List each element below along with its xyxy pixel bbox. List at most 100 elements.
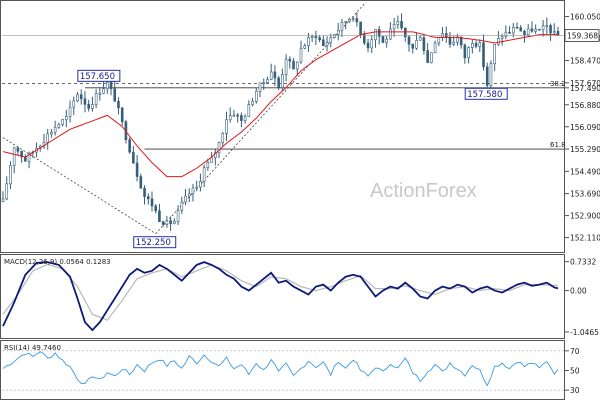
candle-body xyxy=(519,27,523,32)
candle-body xyxy=(549,25,552,34)
price-axis-label: 154.490 xyxy=(570,167,600,176)
price-axis-label: 156.880 xyxy=(570,101,600,110)
candle-body xyxy=(418,37,422,41)
candle-body xyxy=(143,187,146,197)
candle-body xyxy=(187,193,191,197)
candle-body xyxy=(16,147,20,152)
candle-body xyxy=(146,196,150,200)
candle-body xyxy=(217,142,221,154)
candle-body xyxy=(61,119,64,125)
candle-body xyxy=(273,71,277,79)
macd-header: MACD(12,26,9) 0.0564 0.1283 xyxy=(4,258,111,266)
candle-body xyxy=(251,101,254,105)
macd-panel xyxy=(0,254,565,339)
price-axis-label: 157.490 xyxy=(570,84,600,93)
candle-body xyxy=(526,28,530,36)
current-price-tag xyxy=(564,29,600,42)
candle-body xyxy=(459,36,463,46)
candle-body xyxy=(1,198,5,202)
candle-body xyxy=(377,29,381,37)
candle-body xyxy=(221,133,225,143)
candle-body xyxy=(415,40,418,49)
candle-body xyxy=(9,165,12,185)
macd-layer: 0.7332 0.00 -1.0465 xyxy=(2,258,599,337)
candle-body xyxy=(94,93,98,105)
candle-body xyxy=(266,79,269,83)
candle-body xyxy=(523,30,526,36)
candle-body xyxy=(322,39,325,47)
level-box-label: 157.580 xyxy=(467,90,502,100)
current-price-label: 159.368 xyxy=(567,32,598,41)
candle-body xyxy=(113,88,117,102)
candle-body xyxy=(262,82,266,84)
candle-body xyxy=(381,36,385,43)
price-layer: 160.050159.270158.470157.670157.490156.8… xyxy=(1,3,600,249)
price-axis-label: 158.470 xyxy=(570,57,600,66)
rsi-axis-label: 30 xyxy=(570,386,580,395)
candle-body xyxy=(295,61,299,70)
level-box xyxy=(77,69,121,82)
level-box xyxy=(464,87,508,100)
candle-body xyxy=(329,37,333,43)
candle-body xyxy=(307,37,310,47)
price-axis-label: 152.110 xyxy=(570,234,600,243)
candle-body xyxy=(411,43,415,49)
candle-body xyxy=(281,74,284,88)
watermark: ActionForex xyxy=(370,180,477,202)
candle-body xyxy=(102,88,105,94)
candle-body xyxy=(366,42,370,49)
fib-label: 38.2 xyxy=(550,80,566,88)
candle-body xyxy=(288,58,292,62)
level-box-label: 152.250 xyxy=(136,238,171,248)
rsi-header: RSI(14) 49.7460 xyxy=(4,344,61,352)
candle-body xyxy=(493,43,496,64)
candle-body xyxy=(79,94,83,100)
level-box xyxy=(133,236,177,249)
candle-body xyxy=(497,38,500,45)
price-axis-label: 160.050 xyxy=(570,13,600,22)
candle-body xyxy=(243,116,247,121)
candle-body xyxy=(333,34,336,38)
price-axis-label: 156.090 xyxy=(570,123,600,132)
candle-body xyxy=(150,198,154,207)
rsi-axis-label: 50 xyxy=(570,367,580,376)
macd-axis-label: 0.7332 xyxy=(570,258,596,267)
candle-body xyxy=(340,21,344,31)
candle-body xyxy=(351,18,355,20)
candle-body xyxy=(12,147,16,166)
candle-body xyxy=(173,221,176,225)
candle-body xyxy=(485,66,489,86)
candle-body xyxy=(199,181,202,188)
candle-body xyxy=(277,77,280,88)
candle-body xyxy=(254,91,258,102)
rsi-panel xyxy=(0,340,565,400)
candle-body xyxy=(482,42,485,68)
candle-body xyxy=(206,162,210,168)
candle-body xyxy=(344,21,347,23)
candle-body xyxy=(355,18,359,23)
candle-body xyxy=(269,71,273,80)
candle-body xyxy=(154,205,158,212)
candle-body xyxy=(284,58,288,75)
candle-body xyxy=(240,115,243,121)
candle-body xyxy=(370,39,374,49)
candle-body xyxy=(348,19,351,22)
candle-body xyxy=(336,29,340,35)
macd-axis-label: -1.0465 xyxy=(570,328,599,337)
candle-body xyxy=(385,38,388,43)
price-axis-label: 157.670 xyxy=(570,79,600,88)
price-panel xyxy=(0,0,565,253)
candle-body xyxy=(20,151,23,158)
candle-body xyxy=(374,29,377,41)
candle-body xyxy=(117,101,120,109)
candle-body xyxy=(552,31,556,34)
candle-body xyxy=(489,63,493,86)
candle-body xyxy=(508,31,511,34)
candle-body xyxy=(83,98,87,105)
price-axis-label: 153.690 xyxy=(570,190,600,199)
price-axis-label: 155.290 xyxy=(570,145,600,154)
rsi-line xyxy=(2,351,559,387)
candle-body xyxy=(105,81,109,90)
candle-body xyxy=(169,220,172,225)
